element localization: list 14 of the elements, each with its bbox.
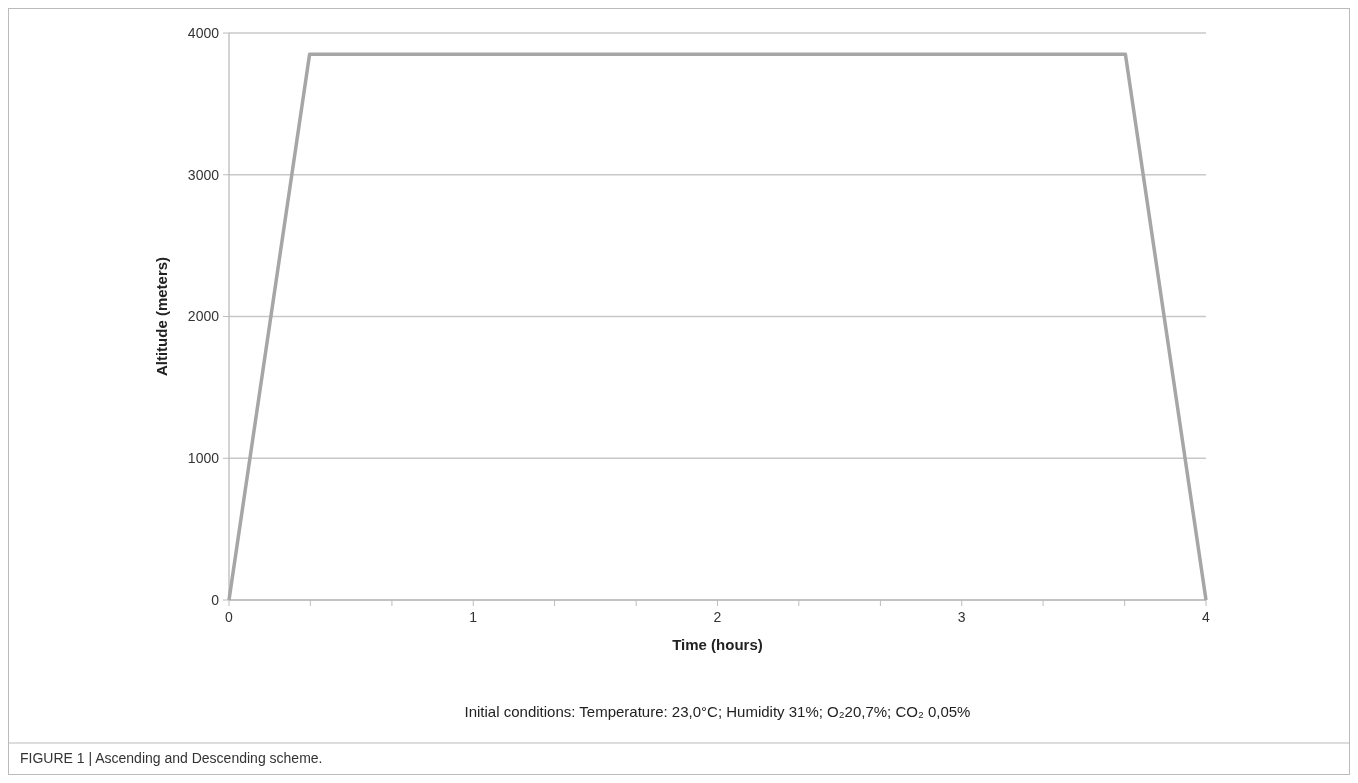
y-tick-label: 2000 xyxy=(187,308,220,325)
y-tick-label: 4000 xyxy=(187,24,220,41)
x-tick-label: 4 xyxy=(1202,609,1211,625)
y-tick-label: 3000 xyxy=(187,166,220,183)
y-axis-title: Altitude (meters) xyxy=(153,256,170,377)
y-tick-label: 0 xyxy=(211,591,220,608)
x-tick-label: 0 xyxy=(225,609,234,625)
caption: FIGURE 1 | Ascending and Descending scheme. xyxy=(20,750,323,766)
text: Initial conditions: Temperature: 23,0°C; Humidity 31%; O₂20,7%; CO₂ 0,05% xyxy=(464,703,971,720)
y-tick-label: 1000 xyxy=(187,450,220,467)
x-tick-label: 2 xyxy=(713,609,722,625)
x-tick-label: 1 xyxy=(469,609,478,625)
x-tick-label: 3 xyxy=(957,609,966,625)
x-axis-title: Time (hours) xyxy=(672,636,763,653)
